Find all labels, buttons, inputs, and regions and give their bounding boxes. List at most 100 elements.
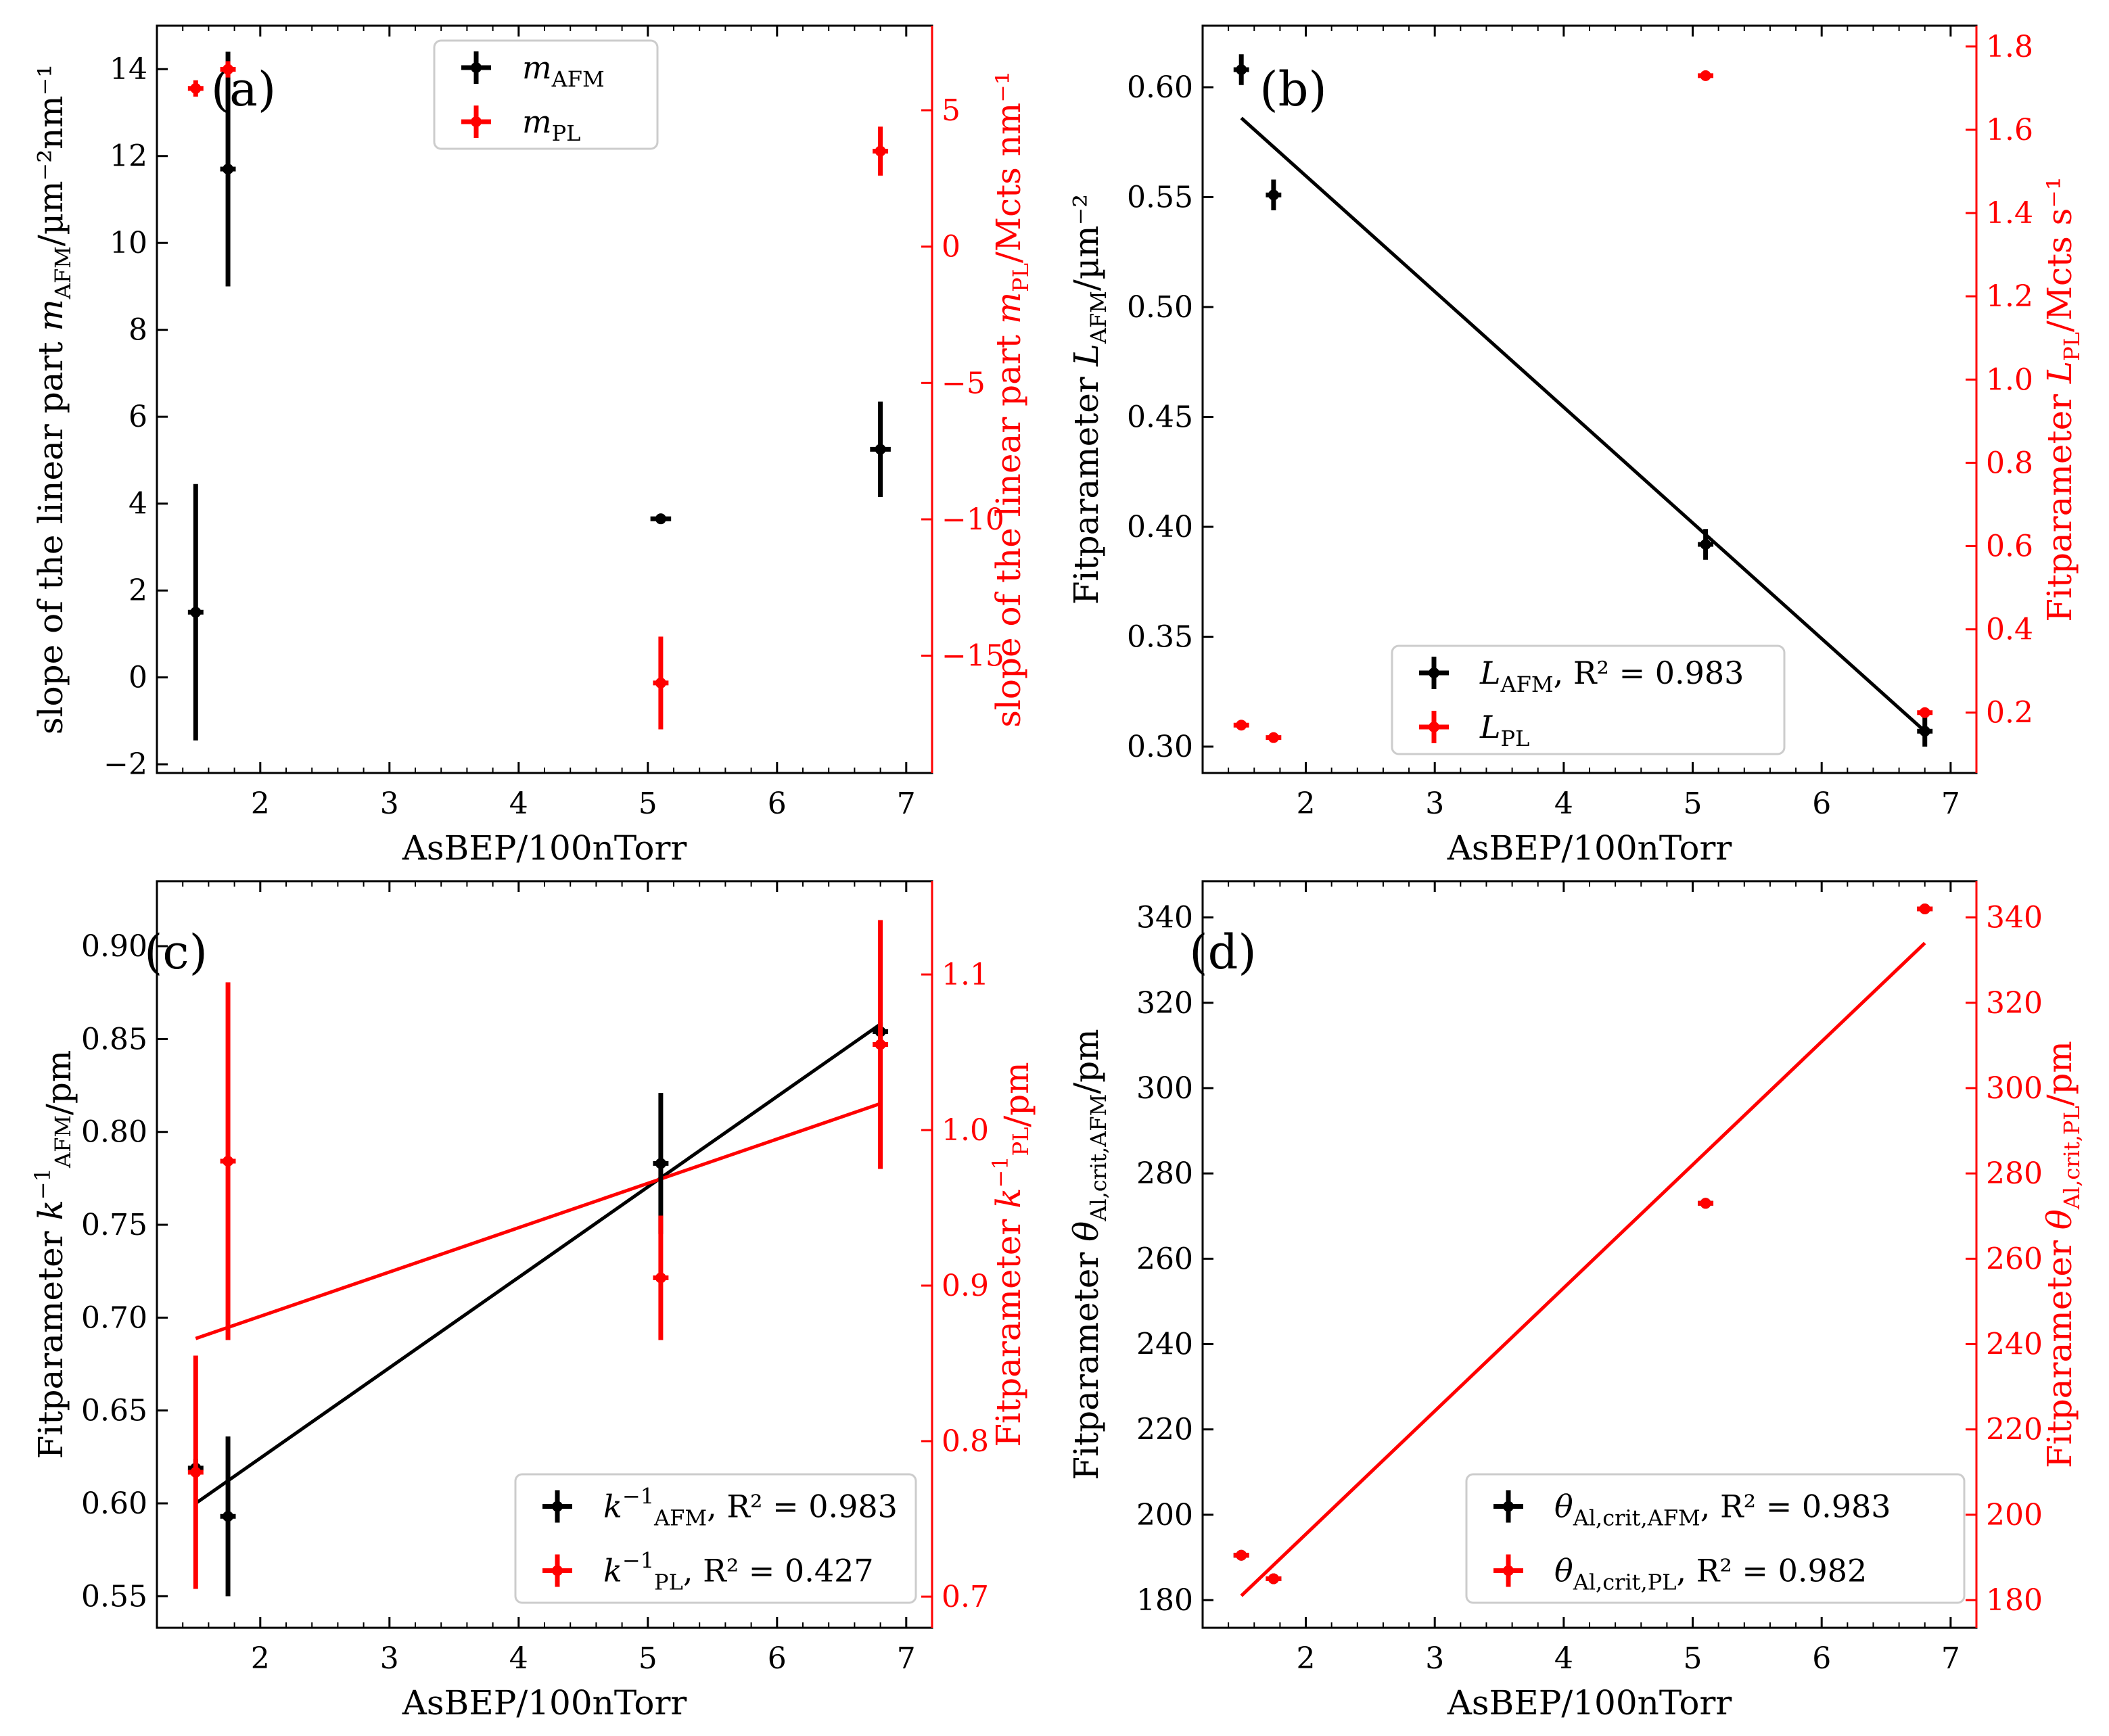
legend-entry: θAl,crit,PL, R² = 0.982 (1493, 1553, 1867, 1595)
legend-marker-dot (552, 1501, 563, 1512)
y-right-tick-label: 0.9 (942, 1269, 989, 1303)
marker (1236, 1549, 1247, 1561)
data-point (650, 513, 672, 525)
x-tick-label: 2 (251, 787, 270, 821)
y-left-tick-label: 0.75 (81, 1208, 147, 1242)
marker (1919, 707, 1930, 718)
panel-a: 2 3 4 5 6 7 −2 0 2 4 6 8 10 12 14 −15 −10 −5 0 5 AsBEP/100nT… (31, 24, 1034, 868)
marker (1236, 720, 1247, 731)
y-right-tick-label: 0.2 (1986, 696, 2033, 730)
panel-d: 2 3 4 5 6 7 180 200 220 240 260 280 300 320 340 180 200 2… (1067, 880, 2085, 1722)
data-point (1233, 1549, 1249, 1561)
legend-label: k−1AFM, R² = 0.983 (603, 1484, 898, 1531)
y-right-tick-label: 1.4 (1986, 196, 2033, 231)
y-right-tick-label: 180 (1986, 1583, 2043, 1618)
y-right-axis-label: Fitparameter k−1PL/pm (988, 1062, 1036, 1447)
legend-label: θAl,crit,PL, R² = 0.982 (1554, 1553, 1867, 1595)
y-left-tick-label: 340 (1136, 901, 1193, 935)
legend-symbol: k (603, 1488, 622, 1525)
marker (190, 1467, 202, 1478)
x-tick-label: 2 (1297, 1641, 1316, 1676)
panel-c: 2 3 4 5 6 7 0.55 0.60 0.65 0.70 0.75 0.80 0.85 0.90 0.… (30, 880, 1036, 1722)
legend-frame (514, 1473, 917, 1604)
y-right-tick-label: 340 (1986, 901, 2043, 935)
legend-entry: mPL (461, 103, 580, 146)
y-left-axis-label: Fitparameter k−1AFM/pm (30, 1050, 78, 1459)
x-tick-label: 7 (1941, 1641, 1960, 1676)
y-left-tick-label: 2 (129, 573, 147, 608)
x-tick-label: 7 (897, 787, 916, 821)
x-axis-label: AsBEP/100nTorr (1447, 1683, 1732, 1722)
y-right-tick-label: 300 (1986, 1071, 2043, 1106)
legend-label: mAFM (522, 49, 605, 92)
y-left-tick-label: 14 (110, 52, 147, 87)
y-left-tick-label: 0.35 (1127, 620, 1193, 655)
fit-line (1240, 941, 1926, 1597)
y-left-tick-label: 240 (1136, 1327, 1193, 1361)
legend-symbol: θ (1554, 1488, 1573, 1525)
legend-frame (1465, 1473, 1966, 1604)
y-left-tick-label: 220 (1136, 1413, 1193, 1447)
marker (1700, 1198, 1711, 1209)
x-axis-label: AsBEP/100nTorr (402, 828, 687, 868)
legend-marker-dot (1503, 1501, 1514, 1512)
legend: k−1AFM, R² = 0.983 k−1PL, R² = 0.427 (514, 1473, 917, 1604)
x-axis-label: AsBEP/100nTorr (402, 1683, 687, 1722)
data-point (1698, 1198, 1714, 1209)
x-tick-label: 6 (1812, 787, 1831, 821)
data-point (653, 1093, 669, 1234)
legend-label: LPL (1479, 709, 1529, 751)
legend-marker-dot (1429, 722, 1439, 732)
y-left-tick-label: 0.60 (1127, 70, 1193, 105)
data-point (653, 1215, 669, 1340)
marker (655, 1158, 666, 1169)
legend-entry: k−1AFM, R² = 0.983 (542, 1484, 898, 1531)
x-tick-label: 2 (1297, 787, 1316, 821)
data-point (653, 636, 669, 730)
x-tick-label: 5 (639, 787, 657, 821)
legend-label: LAFM, R² = 0.983 (1479, 655, 1744, 697)
marker (223, 164, 234, 175)
legend-label: k−1PL, R² = 0.427 (603, 1548, 874, 1595)
marker (1268, 1573, 1279, 1585)
y-right-tick-label: 1.0 (942, 1113, 989, 1148)
y-left-tick-label: 12 (110, 139, 147, 174)
data-point (187, 1355, 204, 1589)
marker (875, 444, 886, 455)
y-right-tick-label: 1.8 (1986, 30, 2033, 64)
legend: mAFM mPL (433, 39, 659, 150)
data-point (1917, 715, 1933, 747)
legend-symbol: θ (1554, 1553, 1573, 1589)
legend-marker-dot (552, 1565, 563, 1576)
x-tick-label: 3 (1425, 1641, 1444, 1676)
y-left-tick-label: 0.65 (81, 1394, 147, 1428)
data-point (1917, 707, 1933, 718)
y-left-tick-label: 180 (1136, 1583, 1193, 1618)
y-right-tick-label: 0.8 (1986, 446, 2033, 480)
y-left-tick-label: 0.55 (1127, 181, 1193, 215)
y-right-tick-label: 0 (942, 230, 960, 264)
y-left-tick-label: 0.90 (81, 929, 147, 964)
legend-entry: k−1PL, R² = 0.427 (542, 1548, 874, 1595)
y-right-tick-label: 1.0 (1986, 362, 2033, 397)
panel-b: 2 3 4 5 6 7 0.30 0.35 0.40 0.45 0.50 0.55 0.60 0.2 0.4… (1067, 24, 2085, 868)
y-right-tick-label: 240 (1986, 1327, 2043, 1361)
data-point (187, 484, 204, 741)
x-tick-label: 7 (1941, 787, 1960, 821)
data-point (1266, 179, 1282, 210)
y-right-tick-label: 1.2 (1986, 279, 2033, 314)
marker (190, 607, 202, 618)
marker (190, 83, 202, 94)
y-right-axis-label: Fitparameter LPL/Mcts s⁻¹ (2040, 177, 2085, 622)
marker (1268, 189, 1279, 201)
marker (223, 1156, 234, 1167)
x-tick-label: 6 (768, 787, 787, 821)
y-right-tick-label: −10 (942, 502, 1004, 537)
marker (655, 513, 666, 525)
data-point (187, 80, 204, 97)
y-right-tick-label: 220 (1986, 1413, 2043, 1447)
y-right-tick-label: 0.8 (942, 1424, 989, 1459)
x-tick-label: 3 (380, 1641, 399, 1676)
y-right-tick-label: 0.4 (1986, 613, 2033, 647)
x-tick-label: 4 (509, 787, 528, 821)
